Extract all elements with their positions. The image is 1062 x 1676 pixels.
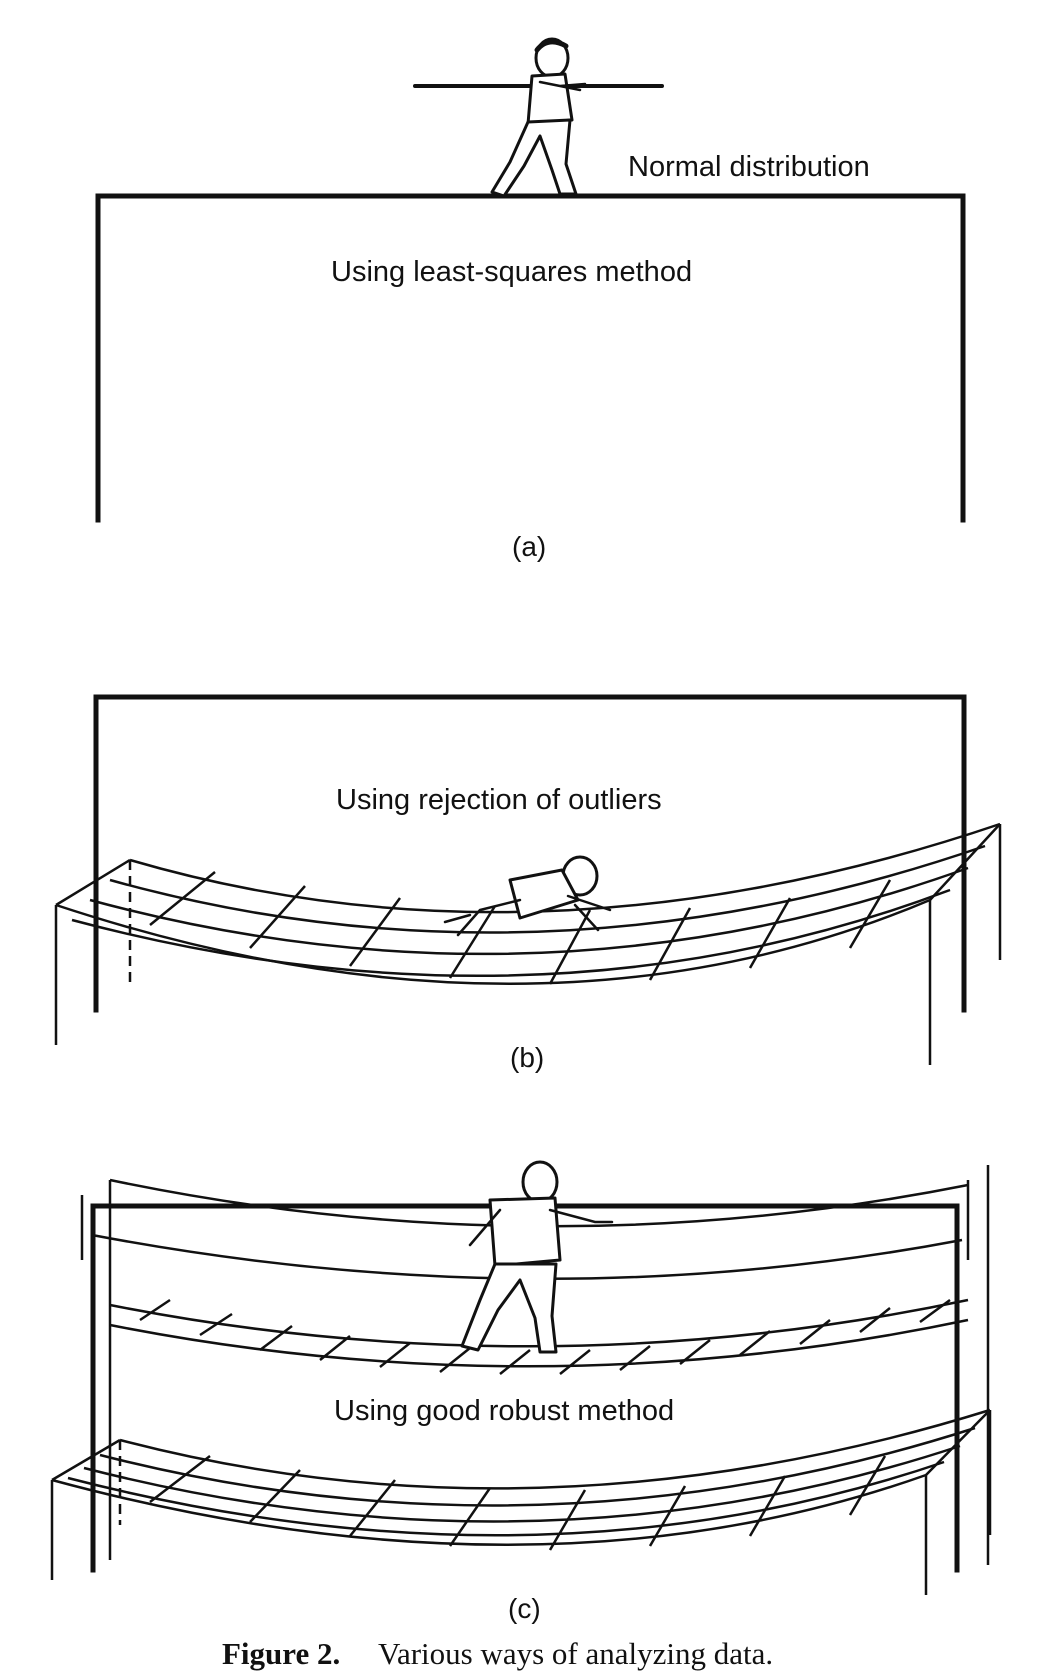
panel-a-method-label: Using least-squares method xyxy=(331,256,692,288)
panel-c-handrail-posts xyxy=(80,1165,990,1565)
panel-b-frame xyxy=(93,694,967,1013)
panel-c-safety-net xyxy=(50,1408,992,1595)
panel-c-sub-label: (c) xyxy=(508,1593,541,1624)
panel-a-frame xyxy=(95,193,966,523)
figure-caption: Figure 2. Various ways of analyzing data… xyxy=(222,1636,773,1671)
panel-b: Using rejection of outliers (b) xyxy=(54,694,1002,1073)
panel-c-method-label: Using good robust method xyxy=(334,1395,674,1427)
walking-figure xyxy=(460,1160,614,1354)
caption-number: Figure 2. xyxy=(222,1636,340,1671)
panel-b-net-posts xyxy=(54,824,1002,1065)
panel-a-top-label: Normal distribution xyxy=(628,151,870,183)
panel-b-method-label: Using rejection of outliers xyxy=(336,784,662,816)
panel-a: Normal distribution Using least-squares … xyxy=(95,37,966,562)
tightrope-walker-figure xyxy=(413,37,664,198)
caption-text: Various ways of analyzing data. xyxy=(378,1636,773,1671)
panel-b-sub-label: (b) xyxy=(510,1042,544,1073)
panel-b-safety-net xyxy=(55,822,1001,985)
panel-c: Using good robust method (c) xyxy=(50,1160,992,1624)
crawling-figure xyxy=(443,855,612,937)
panel-a-sub-label: (a) xyxy=(512,531,546,562)
